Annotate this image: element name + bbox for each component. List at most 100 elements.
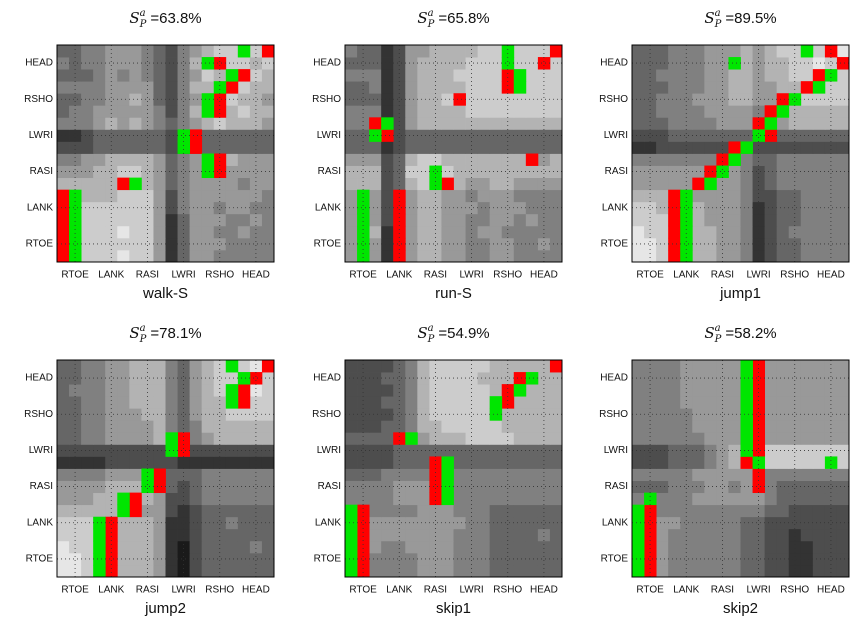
cell [105,372,118,385]
cell [57,516,70,530]
cell [453,480,466,494]
cell [345,468,358,481]
cell [141,249,154,263]
green-cell [728,57,741,70]
cell [525,480,539,494]
cell [716,480,729,494]
cell [369,552,382,566]
green-cell [680,213,693,227]
cell [417,504,430,518]
cell [704,564,717,578]
cell [453,237,466,251]
cell [764,492,778,506]
cell [788,456,802,469]
cell [788,105,802,118]
cell [465,456,479,469]
cell [501,141,515,154]
cell [764,165,778,179]
cell [93,69,106,82]
cell [261,516,275,530]
cell [812,408,826,421]
green-cell [429,165,442,179]
cell [644,165,657,179]
cell [117,372,130,385]
cell [764,456,778,469]
green-cell [632,504,645,518]
cell [501,468,515,481]
cell [537,396,551,409]
cell [632,69,645,82]
red-cell [764,105,778,118]
cell [105,81,118,94]
cell [249,165,263,179]
cell [249,141,263,154]
red-cell [668,201,681,215]
cell [800,141,814,154]
cell [369,93,382,106]
cell [153,528,166,542]
cell [716,552,729,566]
cell [225,564,239,578]
frame [56,359,275,578]
cell [465,213,479,227]
cell [728,384,741,397]
cell [381,396,394,409]
cell [57,540,70,554]
cell [201,504,215,518]
cell [537,189,551,203]
cell [716,189,729,203]
cell [381,384,394,397]
cell [501,420,515,433]
cell [213,237,227,251]
cell [213,360,227,373]
cell [69,396,82,409]
green-cell [788,93,802,106]
cell [776,213,790,227]
cell [393,420,406,433]
cell [393,408,406,421]
cell [225,492,239,506]
cell [824,516,838,530]
cell [441,69,454,82]
green-cell [680,189,693,203]
red-cell [549,45,563,58]
cell [81,177,94,191]
cell [465,432,479,445]
cell [704,249,717,263]
cell [441,564,454,578]
green-cell [93,516,106,530]
cell [489,528,503,542]
green-cell [429,177,442,191]
cell [704,552,717,566]
cell [141,69,154,82]
cell [117,360,130,373]
cell [81,468,94,481]
cell [489,57,503,70]
cell [141,117,154,130]
cell [153,444,166,457]
cell [261,564,275,578]
cell [501,432,515,445]
cell [69,165,82,179]
cell [201,396,215,409]
cell [57,408,70,421]
cell [824,396,838,409]
red-cell [776,93,790,106]
cell [525,408,539,421]
cell [237,201,251,215]
cell [117,540,130,554]
cell [165,504,178,518]
cell [249,57,263,70]
cell [429,528,442,542]
cell [177,45,191,58]
cell [189,456,203,469]
cell [453,141,466,154]
cell [165,93,178,106]
cell [453,408,466,421]
cell [429,249,442,263]
cell [704,93,717,106]
cell [668,444,681,457]
cell [716,69,729,82]
cell [153,384,166,397]
red-cell [812,69,826,82]
